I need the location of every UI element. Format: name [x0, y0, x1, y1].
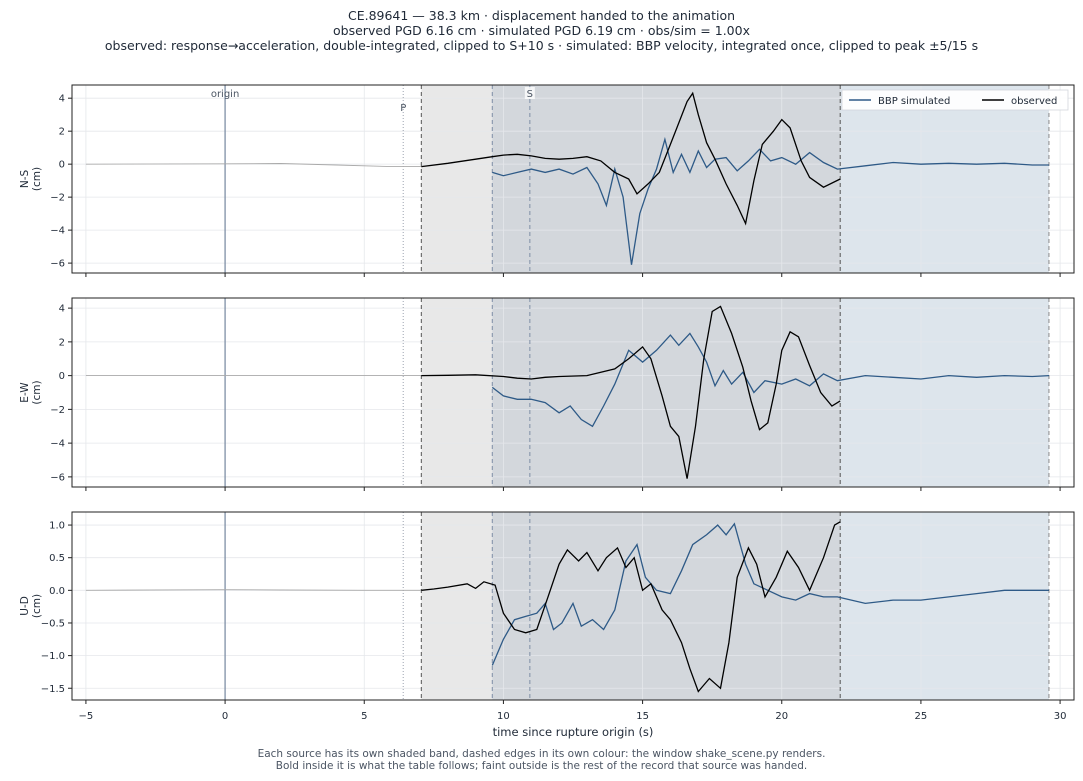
observed-series	[421, 521, 841, 693]
y-tick-label: 4	[59, 94, 65, 105]
footer-note-line-2: Bold inside it is what the table follows…	[275, 760, 808, 772]
legend-box	[841, 89, 1069, 111]
y-tick-label: 0	[59, 371, 65, 382]
y-tick-label: 0	[59, 160, 65, 171]
panel-0	[68, 84, 1075, 277]
simulated-series	[491, 332, 1050, 428]
p-arrival-label: P	[400, 103, 406, 114]
simulated-series	[491, 522, 1049, 666]
y-tick-label: −6	[50, 472, 65, 483]
y-tick-label: 4	[59, 304, 65, 315]
chart-title-line-1: CE.89641 — 38.3 km · displacement handed…	[347, 8, 736, 23]
legend-observed-label: observed	[1011, 96, 1057, 107]
observed-pre-window-series	[85, 589, 422, 591]
observed-series	[421, 91, 841, 226]
origin-marker-label: origin	[211, 89, 239, 100]
x-tick-label: 20	[775, 711, 788, 722]
simulated-series	[492, 136, 1049, 265]
legend	[841, 89, 1069, 111]
overlap-window-band	[492, 298, 841, 487]
y-tick-label: −2	[50, 193, 65, 204]
y-tick-label: −6	[50, 259, 65, 270]
s-label-backdrop	[524, 87, 535, 99]
s-arrival-label: S	[527, 89, 533, 100]
x-tick-label: 10	[497, 711, 510, 722]
x-tick-label: 25	[915, 711, 928, 722]
panel-2	[68, 511, 1075, 704]
x-axis-label: time since rupture origin (s)	[493, 725, 654, 739]
y-axis-label: E-W(cm)	[19, 380, 43, 404]
x-tick-label: −5	[79, 711, 94, 722]
y-tick-label: 1.0	[49, 521, 65, 532]
x-tick-label: 30	[1054, 711, 1067, 722]
chart-title-line-3: observed: response→acceleration, double-…	[104, 38, 979, 53]
y-tick-label: 2	[59, 127, 65, 138]
y-tick-label: 0.0	[49, 586, 65, 597]
y-tick-label: 2	[59, 337, 65, 348]
panel-frame	[71, 511, 1075, 701]
y-axis-label: U-D(cm)	[19, 594, 43, 618]
chart-title-line-2: observed PGD 6.16 cm · simulated PGD 6.1…	[333, 23, 750, 38]
observed-series	[421, 305, 841, 479]
y-tick-label: −1.0	[41, 651, 65, 662]
overlap-window-band	[492, 512, 841, 700]
x-tick-label: 5	[361, 711, 367, 722]
panel-frame	[71, 84, 1075, 274]
overlap-window-band	[492, 85, 841, 273]
y-tick-label: −1.5	[41, 684, 65, 695]
panel-1	[68, 297, 1075, 491]
x-tick-label: 0	[222, 711, 228, 722]
y-tick-label: −4	[50, 226, 65, 237]
y-tick-label: 0.5	[49, 553, 65, 564]
y-axis-label: N-S(cm)	[19, 167, 43, 191]
x-tick-label: 15	[636, 711, 649, 722]
y-tick-label: −0.5	[41, 618, 65, 629]
y-tick-label: −4	[50, 439, 65, 450]
legend-simulated-label: BBP simulated	[878, 96, 950, 107]
y-tick-label: −2	[50, 405, 65, 416]
footer-note-line-1: Each source has its own shaded band, das…	[257, 748, 826, 760]
panel-frame	[71, 297, 1075, 488]
observed-pre-window-series	[85, 163, 422, 168]
